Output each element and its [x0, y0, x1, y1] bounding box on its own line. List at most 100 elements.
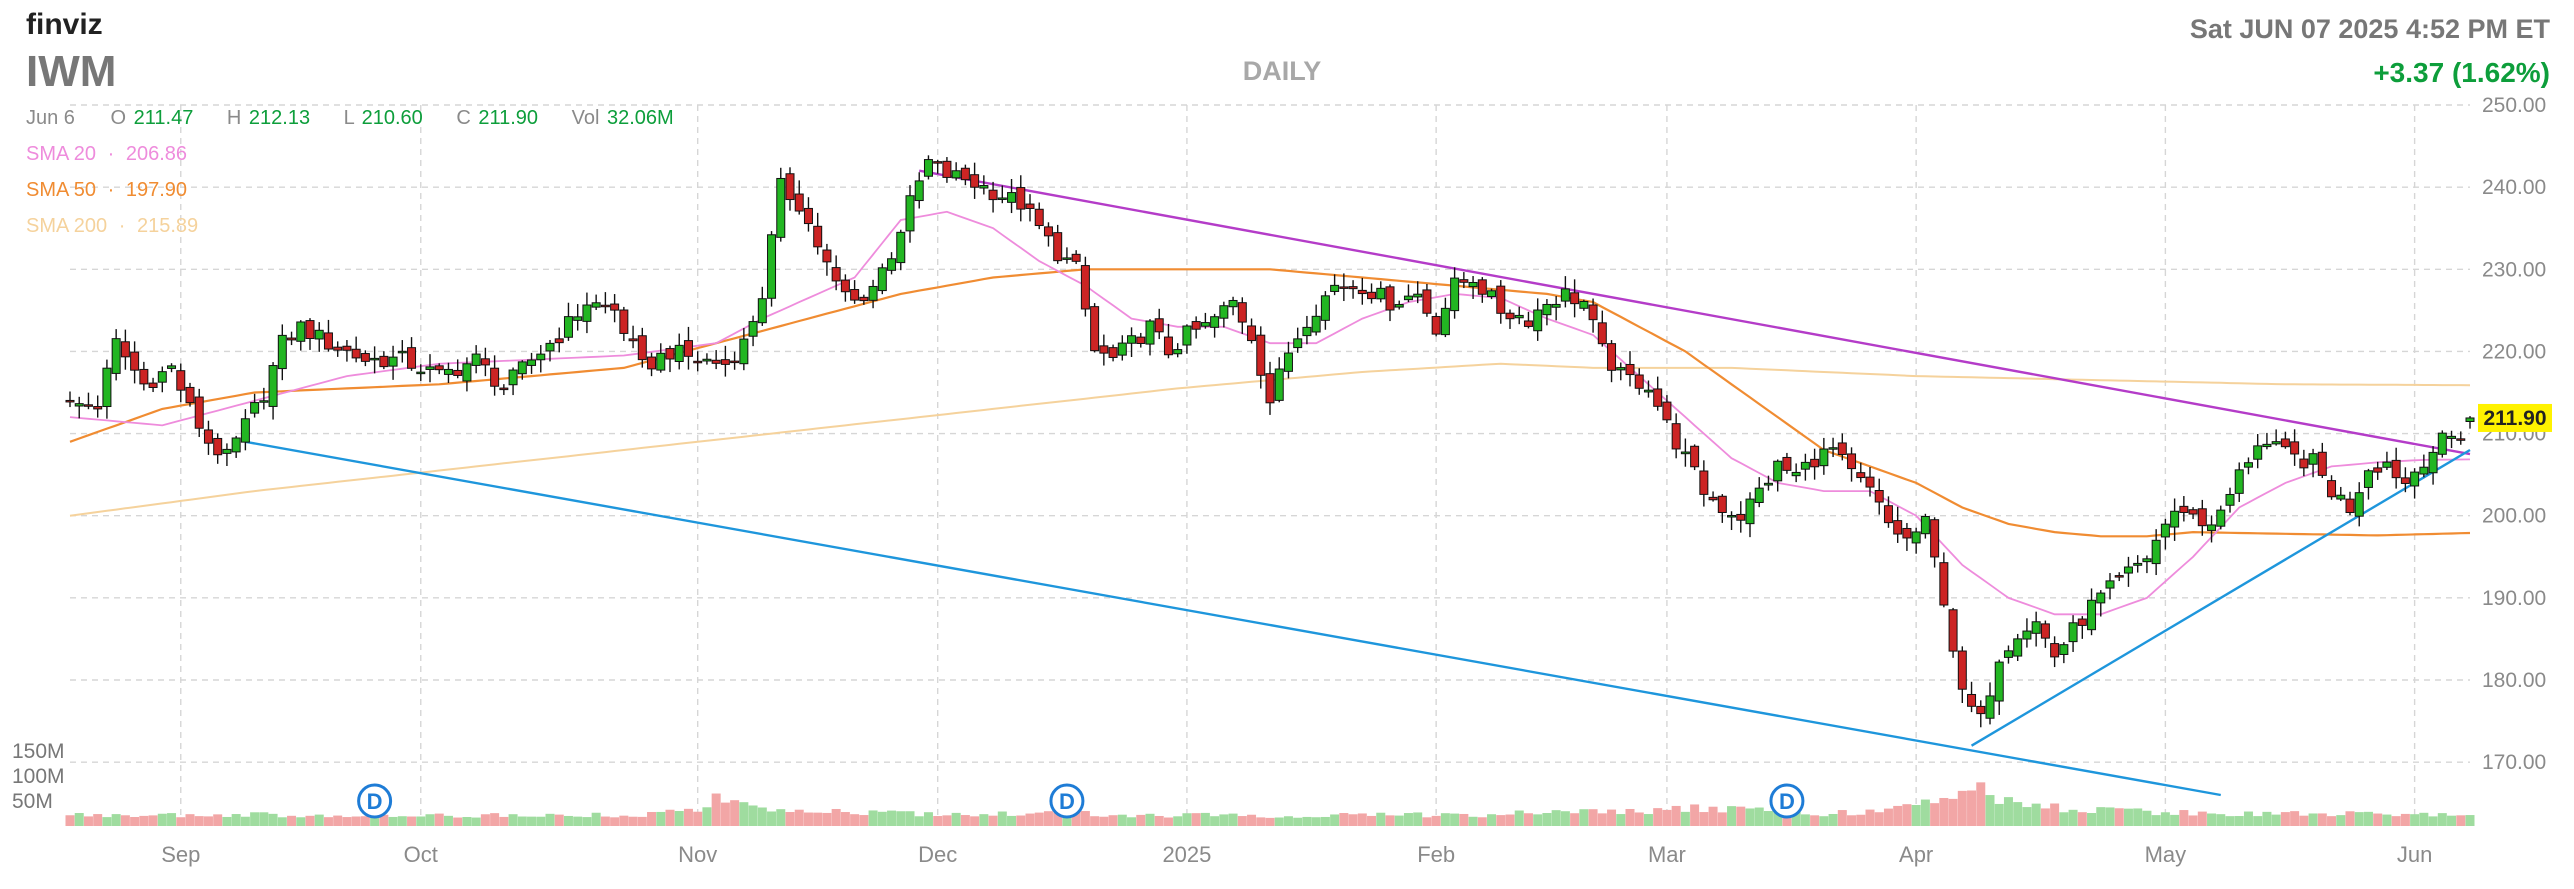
candle: [434, 363, 444, 375]
candle-body: [1450, 277, 1460, 312]
volume-bar: [2142, 810, 2152, 826]
volume-bar: [471, 817, 481, 826]
candle: [573, 304, 583, 331]
candle: [748, 315, 758, 347]
candle-body: [1588, 304, 1598, 321]
volume-bar: [2105, 807, 2115, 826]
candle-body: [997, 197, 1007, 200]
candle-body: [803, 207, 813, 225]
candle-body: [2068, 622, 2078, 643]
trendline-upper[interactable]: [919, 169, 2471, 456]
candle-body: [600, 304, 610, 308]
volume-bar: [351, 816, 361, 826]
candle-body: [2234, 469, 2244, 494]
candle-body: [2077, 618, 2087, 626]
candle: [1330, 274, 1340, 296]
candle: [1902, 522, 1912, 551]
volume-bar: [416, 816, 426, 826]
volume-bar: [914, 816, 924, 826]
volume-bar: [1616, 814, 1626, 826]
dividend-marker[interactable]: D: [1769, 783, 1805, 819]
volume-bar: [2253, 816, 2263, 826]
candle-body: [979, 185, 989, 189]
dividend-marker-circle[interactable]: [1049, 783, 1085, 819]
candle: [1828, 437, 1838, 458]
dividend-marker[interactable]: D: [357, 783, 393, 819]
volume-bar: [850, 814, 860, 826]
candle: [2410, 468, 2420, 499]
candle: [1007, 179, 1017, 214]
candle-body: [1293, 338, 1303, 349]
candle-body: [2447, 435, 2457, 439]
volume-bar: [1367, 815, 1377, 826]
candle: [822, 243, 832, 276]
candle-body: [342, 345, 352, 351]
volume-bar: [767, 811, 777, 826]
dividend-marker-circle[interactable]: [357, 783, 393, 819]
volume-bar: [933, 816, 943, 826]
volume-bar: [1902, 804, 1912, 826]
volume-bar: [2363, 811, 2373, 826]
candle: [1874, 478, 1884, 515]
candle-body: [942, 160, 952, 178]
candle: [2225, 487, 2235, 513]
volume-bar: [2188, 815, 2198, 826]
last-price-badge: [2478, 403, 2552, 432]
x-tick-label: Apr: [1899, 842, 1933, 867]
candle: [1754, 477, 1764, 508]
candle-body: [877, 267, 887, 292]
candle-body: [1847, 453, 1857, 470]
volume-bar: [1828, 814, 1838, 826]
volume-bar: [2207, 813, 2217, 826]
volume-bar: [111, 814, 121, 826]
volume-bar: [1413, 812, 1423, 826]
candle: [1967, 681, 1977, 713]
volume-bar: [2327, 816, 2337, 826]
volume-bar: [1680, 811, 1690, 826]
x-tick-label: 2025: [1162, 842, 1211, 867]
volume-bar: [1597, 813, 1607, 826]
candle-body: [2216, 509, 2226, 527]
candle-body: [2114, 575, 2124, 578]
volume-bar: [1376, 812, 1386, 826]
volume-bar: [167, 813, 177, 826]
candle: [2142, 555, 2152, 574]
candle-body: [1413, 293, 1423, 298]
trendline-support[interactable]: [1970, 448, 2471, 747]
candle-body: [1200, 322, 1210, 327]
candle-body: [453, 369, 463, 376]
volume-bar: [1625, 808, 1635, 826]
candle: [2050, 636, 2060, 668]
candle-body: [2437, 432, 2447, 455]
volume-bar: [1634, 812, 1644, 826]
candle: [83, 392, 93, 410]
sma20-legend-sep: ·: [108, 143, 115, 165]
dividend-marker[interactable]: D: [1049, 783, 1085, 819]
volume-bar: [1607, 809, 1617, 826]
candle-body: [1182, 325, 1192, 346]
candle: [1800, 453, 1810, 481]
candle: [674, 333, 684, 370]
candle-body: [2160, 523, 2170, 538]
volume-bar: [222, 816, 232, 826]
candle-body: [2419, 466, 2429, 475]
volume-bar: [342, 817, 352, 826]
dividend-marker-circle[interactable]: [1769, 783, 1805, 819]
volume-bar: [2299, 815, 2309, 826]
candle-body: [2253, 445, 2263, 460]
volume-bar: [942, 815, 952, 826]
volume-bar: [923, 812, 933, 826]
candle: [111, 329, 121, 381]
y-tick-label: 240.00: [2482, 176, 2546, 199]
sma50-legend-value: 197.90: [126, 179, 187, 201]
brand-logo[interactable]: finviz: [26, 8, 103, 41]
candle: [1939, 552, 1949, 608]
candle: [1930, 517, 1940, 568]
volume-bar: [240, 816, 250, 826]
candle-body: [1496, 285, 1506, 314]
trendline-lower[interactable]: [245, 440, 2221, 797]
candle: [1487, 288, 1497, 300]
volume-bar: [711, 793, 721, 826]
candle: [1256, 326, 1266, 389]
